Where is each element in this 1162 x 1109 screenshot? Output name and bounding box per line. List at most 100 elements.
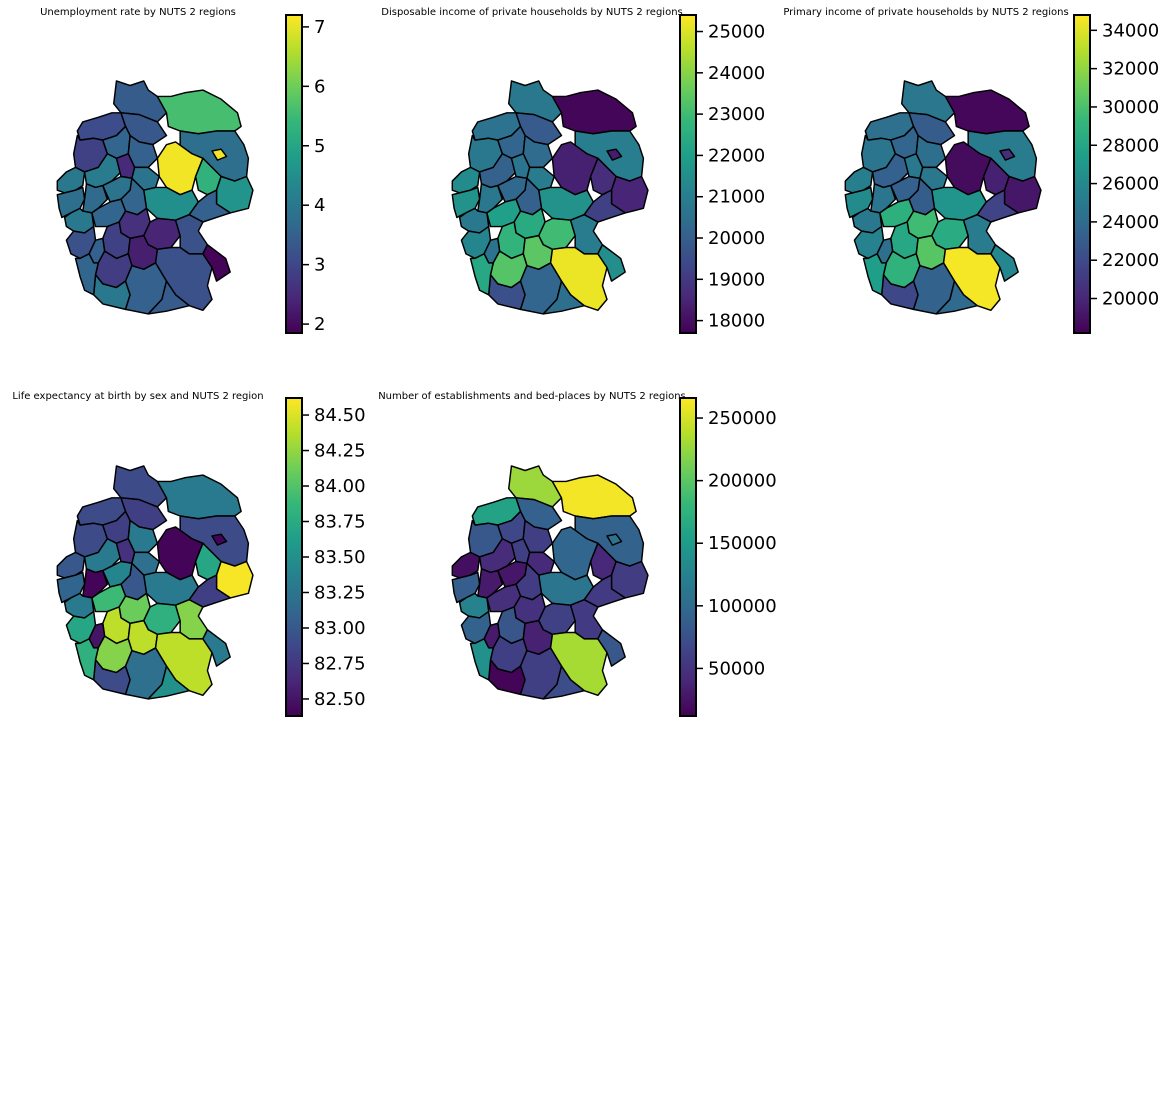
colorbar-scale (285, 14, 303, 334)
region-shape (606, 148, 623, 161)
map-panel-1: Unemployment rate by NUTS 2 regions 2 3 4 5 6… (40, 7, 325, 335)
colorbar-tick-label: 84.50 (314, 405, 366, 426)
region-shape (597, 244, 626, 282)
colorbar-tick-label: 20000 (1102, 289, 1159, 310)
region-shape (156, 474, 242, 520)
colorbar-tick-label: 26000 (1102, 174, 1159, 195)
colorbar-tick-label: 21000 (708, 187, 765, 208)
colorbar-tick-label: 84.25 (314, 441, 366, 462)
map-panel-2: Disposable income of private households … (381, 7, 765, 334)
region-shape (188, 189, 231, 223)
map-panels: Unemployment rate by NUTS 2 regions 2 3 4 5 6… (12, 7, 1159, 717)
colorbar-tick-label: 24000 (708, 63, 765, 84)
choropleth-map (844, 80, 1042, 315)
region-shape (551, 89, 637, 135)
colorbar: 18000 19000 20000 21000 22000 23000 24000 25000 (679, 14, 765, 334)
region-shape (156, 89, 242, 135)
map-panel-4: Life expectancy at birth by sex and NUTS… (12, 391, 366, 717)
region-shape (990, 244, 1019, 282)
region-shape (551, 474, 637, 520)
colorbar-tick-label: 25000 (708, 22, 765, 43)
region-shape (211, 533, 228, 546)
colorbar-scale (1073, 14, 1091, 334)
colorbar-tick-label: 28000 (1102, 135, 1159, 156)
colorbar-tick-label: 250000 (708, 408, 777, 429)
colorbar-tick-label: 83.25 (314, 582, 366, 603)
colorbar-tick-label: 32000 (1102, 59, 1159, 80)
colorbar-tick-label: 22000 (708, 145, 765, 166)
colorbar-scale (679, 14, 697, 334)
region-shape (844, 186, 874, 219)
colorbar-tick-label: 7 (314, 17, 325, 38)
map-panel-5: Number of establishments and bed-places … (378, 391, 777, 717)
region-shape (202, 629, 231, 667)
colorbar-tick-label: 34000 (1102, 20, 1159, 41)
region-shape (583, 189, 626, 223)
region-shape (458, 207, 490, 234)
choropleth-map (451, 465, 649, 700)
colorbar-tick-label: 84.00 (314, 476, 366, 497)
choropleth-map (451, 80, 649, 315)
colorbar-tick-label: 50000 (708, 658, 765, 679)
region-shape (451, 186, 481, 219)
region-shape (147, 280, 190, 315)
region-shape (63, 592, 95, 619)
map-panel-3: Primary income of private households by … (783, 7, 1159, 334)
region-shape (188, 574, 231, 608)
panel-title: Number of establishments and bed-places … (378, 391, 686, 402)
choropleth-map (56, 465, 254, 700)
colorbar-tick-label: 23000 (708, 104, 765, 125)
colorbar-tick-label: 200000 (708, 471, 777, 492)
panel-title: Unemployment rate by NUTS 2 regions (40, 7, 236, 18)
region-shape (935, 280, 978, 315)
region-shape (542, 280, 585, 315)
colorbar: 2 3 4 5 6 7 (285, 14, 325, 335)
region-shape (597, 629, 626, 667)
region-shape (211, 148, 228, 161)
region-shape (944, 89, 1030, 135)
region-shape (999, 148, 1016, 161)
colorbar-tick-label: 18000 (708, 311, 765, 332)
region-shape (862, 253, 887, 296)
colorbar: 82.50 82.75 83.00 83.25 83.50 83.75 84.00 84.25… (285, 397, 366, 717)
region-shape (458, 592, 490, 619)
region-shape (451, 166, 481, 194)
colorbar-scale (285, 397, 303, 717)
region-shape (56, 166, 86, 194)
region-shape (147, 665, 190, 700)
region-shape (451, 551, 481, 579)
colorbar-tick-label: 6 (314, 76, 325, 97)
panel-title: Disposable income of private households … (381, 7, 683, 18)
region-shape (542, 665, 585, 700)
region-shape (976, 189, 1019, 223)
colorbar: 20000 22000 24000 26000 28000 30000 32000 34000 (1073, 14, 1159, 334)
colorbar-tick-label: 24000 (1102, 212, 1159, 233)
region-shape (469, 638, 494, 681)
region-shape (451, 571, 481, 604)
colorbar-tick-label: 30000 (1102, 97, 1159, 118)
colorbar-tick-label: 100000 (708, 596, 777, 617)
colorbar: 50000 100000 150000 200000 250000 (679, 397, 777, 717)
region-shape (469, 253, 494, 296)
colorbar-tick-label: 150000 (708, 533, 777, 554)
region-shape (851, 207, 883, 234)
colorbar-tick-label: 83.75 (314, 512, 366, 533)
region-shape (74, 253, 99, 296)
region-shape (74, 638, 99, 681)
region-shape (56, 551, 86, 579)
colorbar-scale (679, 397, 697, 717)
region-shape (63, 207, 95, 234)
region-shape (583, 574, 626, 608)
panel-title: Life expectancy at birth by sex and NUTS… (12, 391, 263, 402)
colorbar-tick-label: 4 (314, 195, 325, 216)
region-shape (844, 166, 874, 194)
colorbar-tick-label: 82.50 (314, 689, 366, 710)
colorbar-tick-label: 3 (314, 255, 325, 276)
colorbar-tick-label: 82.75 (314, 653, 366, 674)
choropleth-map (56, 80, 254, 315)
colorbar-tick-label: 83.00 (314, 618, 366, 639)
colorbar-tick-label: 5 (314, 136, 325, 157)
colorbar-tick-label: 22000 (1102, 250, 1159, 271)
region-shape (56, 186, 86, 219)
panel-title: Primary income of private households by … (783, 7, 1068, 18)
